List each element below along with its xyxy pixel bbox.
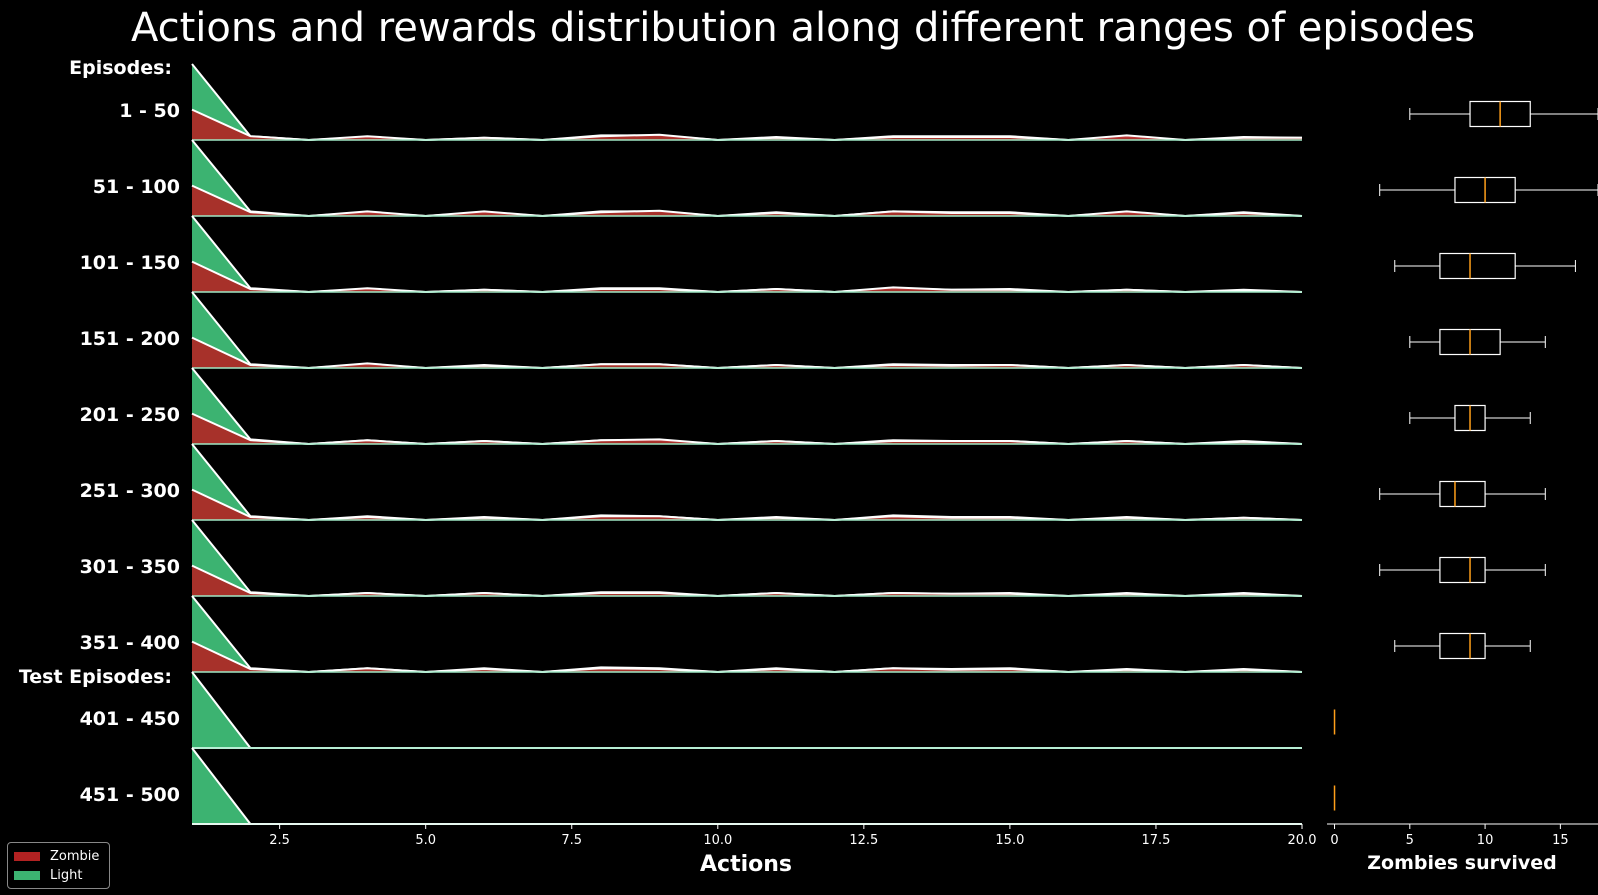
light-line <box>191 139 1303 218</box>
light-line <box>191 671 1302 749</box>
box <box>1439 252 1516 280</box>
zombie-line <box>191 184 1303 218</box>
x-tick-label: 20.0 <box>1288 833 1317 848</box>
boxplot-tick-label: 15 <box>1552 833 1569 848</box>
row-label: 101 - 150 <box>80 252 180 274</box>
row-label: 51 - 100 <box>93 176 180 198</box>
boxplot-panel <box>1333 100 1598 811</box>
boxplot-item <box>1379 556 1546 584</box>
light-line <box>191 215 1303 294</box>
light-line <box>191 519 1303 598</box>
boxplot-item <box>1394 252 1576 280</box>
zombie-line <box>191 336 1303 370</box>
zombie-area <box>192 641 1302 672</box>
x-tick-label: 5.0 <box>415 833 436 848</box>
ridge-row: 301 - 350 <box>80 519 1303 598</box>
x-tick-label: 15.0 <box>995 833 1024 848</box>
zombie-line <box>191 488 1303 522</box>
row-label: 401 - 450 <box>80 708 180 730</box>
boxplot-item <box>1379 480 1546 508</box>
ridge-row: 351 - 400 <box>80 595 1303 674</box>
boxplot-tick-label: 10 <box>1477 833 1494 848</box>
x-tick-label: 17.5 <box>1141 833 1170 848</box>
legend: Zombie Light <box>7 842 110 889</box>
legend-label-zombie: Zombie <box>50 849 100 864</box>
group-label-test-episodes: Test Episodes: <box>19 666 172 688</box>
light-area <box>192 596 1302 672</box>
boxplot-item <box>1409 404 1531 432</box>
boxplot-item <box>1379 176 1598 204</box>
light-line <box>191 595 1303 674</box>
zombie-line <box>191 412 1303 446</box>
x-tick-label: 12.5 <box>849 833 878 848</box>
light-line <box>191 443 1303 522</box>
boxplot-item <box>1409 328 1546 356</box>
ridge-row: 251 - 300 <box>80 443 1303 522</box>
x-axis-label: Actions <box>700 852 792 877</box>
light-area <box>192 748 1302 824</box>
light-line <box>191 63 1303 142</box>
legend-swatch-light <box>14 871 40 880</box>
row-label: 251 - 300 <box>80 480 180 502</box>
boxplot-tick-label: 5 <box>1406 833 1414 848</box>
box <box>1439 480 1486 508</box>
light-area <box>192 444 1302 520</box>
ridge-rows: 1 - 50 51 - 100 101 - 150 151 - 200 201 - 25… <box>80 63 1303 825</box>
boxplot-item <box>1409 100 1598 128</box>
ridge-row: 401 - 450 <box>80 671 1302 749</box>
row-label: 451 - 500 <box>80 784 180 806</box>
light-area <box>192 368 1302 444</box>
row-label: 201 - 250 <box>80 404 180 426</box>
zombie-area <box>192 489 1302 520</box>
light-line <box>191 747 1302 825</box>
x-tick-label: 10.0 <box>703 833 732 848</box>
ridge-row: 1 - 50 <box>119 63 1303 142</box>
light-area <box>192 140 1302 216</box>
legend-label-light: Light <box>50 868 83 883</box>
ridge-row: 201 - 250 <box>80 367 1303 446</box>
zombie-area <box>192 261 1302 292</box>
light-area <box>192 672 1302 748</box>
row-label: 1 - 50 <box>119 100 180 122</box>
x-tick-label: 7.5 <box>561 833 582 848</box>
legend-item-zombie: Zombie <box>14 849 99 865</box>
ridge-row: 451 - 500 <box>80 747 1302 825</box>
light-area <box>192 216 1302 292</box>
legend-swatch-zombie <box>14 852 40 861</box>
zombie-line <box>191 640 1303 674</box>
row-label: 351 - 400 <box>80 632 180 654</box>
zombie-line <box>191 260 1303 294</box>
zombie-line <box>191 564 1303 598</box>
row-label: 301 - 350 <box>80 556 180 578</box>
ridge-row: 101 - 150 <box>80 215 1303 294</box>
row-label: 151 - 200 <box>80 328 180 350</box>
actions-x-axis: 2.5 5.0 7.5 10.0 12.5 15.0 17.5 20.0 <box>192 823 1317 848</box>
light-area <box>192 292 1302 368</box>
zombie-line <box>191 108 1302 142</box>
group-label-episodes: Episodes: <box>69 57 172 79</box>
light-line <box>191 291 1303 370</box>
zombies-x-axis: 0 5 10 15 <box>1327 823 1598 848</box>
boxplot-x-axis-label: Zombies survived <box>1367 852 1557 874</box>
box <box>1439 556 1486 584</box>
zombie-area <box>192 565 1302 596</box>
ridge-row: 151 - 200 <box>80 291 1303 370</box>
light-line <box>191 367 1303 446</box>
ridge-row: 51 - 100 <box>93 139 1303 218</box>
boxplot-item <box>1394 632 1531 660</box>
boxplot-tick-label: 0 <box>1330 833 1338 848</box>
zombie-area <box>192 413 1302 444</box>
legend-item-light: Light <box>14 868 82 884</box>
chart-title: Actions and rewards distribution along d… <box>131 5 1475 51</box>
light-area <box>192 520 1302 596</box>
box <box>1439 632 1486 660</box>
x-tick-label: 2.5 <box>269 833 290 848</box>
light-area <box>192 64 1302 140</box>
